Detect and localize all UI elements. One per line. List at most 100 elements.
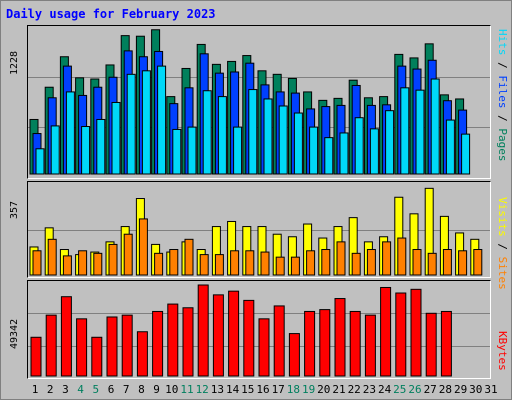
legend-pages: Pages	[496, 128, 509, 162]
x-tick-label: 24	[377, 383, 392, 396]
hits-bar	[126, 73, 136, 175]
kbytes-bar	[212, 294, 224, 377]
hits-bar	[50, 125, 60, 175]
hits-bar	[202, 90, 212, 175]
sites-bar	[47, 238, 57, 276]
sites-bar	[78, 250, 88, 276]
kbytes-panel	[27, 280, 491, 379]
hits-bar	[445, 119, 455, 175]
x-tick-label: 17	[271, 383, 285, 396]
hits-bar	[430, 78, 440, 175]
hits-bar	[461, 133, 471, 175]
x-tick-label: 30	[469, 383, 483, 396]
x-tick-label: 7	[122, 383, 130, 396]
sites-bar	[290, 256, 300, 276]
hits-bar	[324, 137, 334, 175]
hits-bar	[172, 128, 182, 175]
sites-bar	[123, 233, 133, 276]
hits-bar	[141, 70, 151, 175]
legend-sites: Sites	[496, 256, 509, 290]
x-tick-label: 12	[195, 383, 209, 396]
x-tick-label: 5	[92, 383, 100, 396]
kbytes-bar	[440, 310, 452, 377]
sites-bar	[397, 237, 407, 276]
kbytes-bar	[167, 303, 179, 377]
sites-bar	[306, 250, 316, 276]
sites-bar	[169, 249, 179, 276]
sites-bar	[321, 249, 331, 276]
hits-bar	[111, 101, 121, 175]
hits-bar	[278, 105, 288, 175]
hits-bar	[81, 126, 91, 175]
visits-sites-chart	[28, 187, 490, 276]
kbytes-bar	[91, 336, 103, 377]
visits-sites-panel	[27, 181, 491, 278]
sites-bar	[336, 241, 346, 276]
legend-files: Files	[496, 75, 509, 109]
x-tick-label: 19	[301, 383, 316, 396]
kbytes-bar	[319, 309, 331, 377]
x-tick-label: 1	[31, 383, 39, 396]
legend-hits: Hits	[496, 29, 509, 56]
x-tick-label: 16	[256, 383, 270, 396]
sites-bar	[32, 250, 42, 276]
hits-bar	[400, 87, 410, 175]
hits-files-pages-panel	[27, 25, 491, 179]
hits-files-pages-axis-label: Hits / Files / Pages	[496, 29, 509, 162]
sites-bar	[214, 254, 224, 276]
kbytes-bar	[364, 314, 376, 377]
x-tick-label: 18	[286, 383, 301, 396]
kbytes-bar	[395, 292, 407, 377]
visits-ymax-label: 357	[9, 200, 20, 219]
hits-files-pages-chart	[28, 29, 490, 175]
legend-visits: Visits	[496, 197, 509, 237]
kbytes-bar	[304, 310, 316, 377]
sites-bar	[138, 218, 148, 276]
hits-ymax-label: 1228	[9, 50, 20, 75]
x-tick-label: 22	[347, 383, 361, 396]
kbytes-bar	[334, 298, 346, 377]
kbytes-bar	[410, 288, 422, 377]
kbytes-bar	[380, 286, 392, 377]
x-tick-label: 28	[438, 383, 453, 396]
kbytes-bar	[121, 314, 133, 377]
x-tick-label: 29	[453, 383, 468, 396]
kbytes-bar	[152, 310, 164, 377]
sites-bar	[412, 249, 422, 276]
kbytes-bar	[30, 336, 42, 377]
sites-bar	[62, 255, 72, 276]
x-tick-label: 26	[408, 383, 422, 396]
sites-bar	[108, 243, 118, 276]
hits-bar	[354, 117, 364, 175]
sites-bar	[184, 238, 194, 276]
x-tick-label: 10	[165, 383, 179, 396]
kbytes-bar	[243, 299, 255, 377]
hits-bar	[157, 65, 167, 175]
kbytes-bar	[76, 318, 88, 377]
visits-sites-axis-label: Visits / Sites	[496, 197, 509, 290]
kbytes-bar	[182, 307, 194, 377]
x-tick-label: 13	[210, 383, 225, 396]
x-tick-label: 20	[317, 383, 331, 396]
hits-bar	[309, 126, 319, 175]
sites-bar	[275, 256, 285, 276]
x-tick-label: 6	[107, 383, 115, 396]
kbytes-bar	[106, 316, 118, 377]
hits-bar	[96, 118, 106, 175]
kbytes-bar	[258, 318, 270, 377]
x-tick-label: 31	[484, 383, 498, 396]
hits-bar	[65, 91, 75, 175]
kbytes-bar	[425, 312, 437, 377]
hits-bar	[369, 128, 379, 175]
sites-bar	[427, 252, 437, 276]
sites-bar	[154, 252, 164, 276]
hits-bar	[293, 112, 303, 175]
hits-bar	[248, 89, 258, 175]
x-tick-label: 4	[77, 383, 84, 396]
kbytes-bar	[136, 331, 148, 377]
kbytes-bar	[228, 290, 240, 377]
x-tick-label: 11	[180, 383, 194, 396]
sites-bar	[442, 249, 452, 276]
kbytes-bar	[197, 284, 209, 377]
kbytes-bar	[60, 296, 72, 377]
